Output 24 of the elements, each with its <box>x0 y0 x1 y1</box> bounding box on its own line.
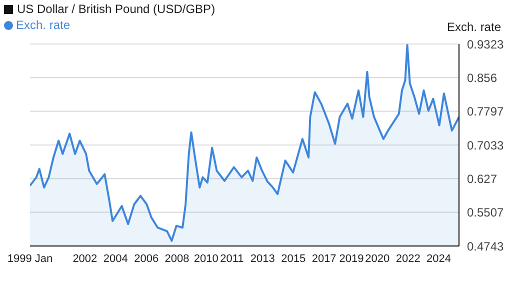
x-tick-label: 2020 <box>365 252 390 265</box>
y-tick-label: 0.9323 <box>467 37 504 52</box>
y-tick-label: 0.7033 <box>467 138 504 152</box>
x-tick-label: 2006 <box>134 252 159 265</box>
x-tick-label: 2008 <box>164 252 190 265</box>
x-tick-label: 2019 <box>339 252 364 265</box>
chart-title: US Dollar / British Pound (USD/GBP) <box>17 2 216 16</box>
x-tick-label: 2015 <box>281 252 306 265</box>
y-tick-label: 0.856 <box>467 70 498 85</box>
x-tick-label: 2002 <box>72 252 98 265</box>
x-tick-label: 2013 <box>250 252 275 265</box>
y-tick-label: 0.5507 <box>467 206 504 220</box>
x-tick-label: 2022 <box>396 252 420 265</box>
x-tick-label: 2011 <box>220 252 244 265</box>
y-tick-label: 0.7797 <box>467 104 504 119</box>
legend-label: Exch. rate <box>16 18 70 32</box>
x-tick-label: 1999 Jan <box>7 252 53 265</box>
x-tick-label: 2017 <box>312 252 336 265</box>
x-tick-label: 2010 <box>194 252 218 265</box>
x-tick-label: 2004 <box>103 252 128 265</box>
x-tick-label: 2024 <box>426 252 452 265</box>
y-tick-label: 0.4743 <box>467 239 504 254</box>
y-tick-label: 0.627 <box>467 172 498 186</box>
y-axis-title: Exch. rate <box>446 20 501 34</box>
